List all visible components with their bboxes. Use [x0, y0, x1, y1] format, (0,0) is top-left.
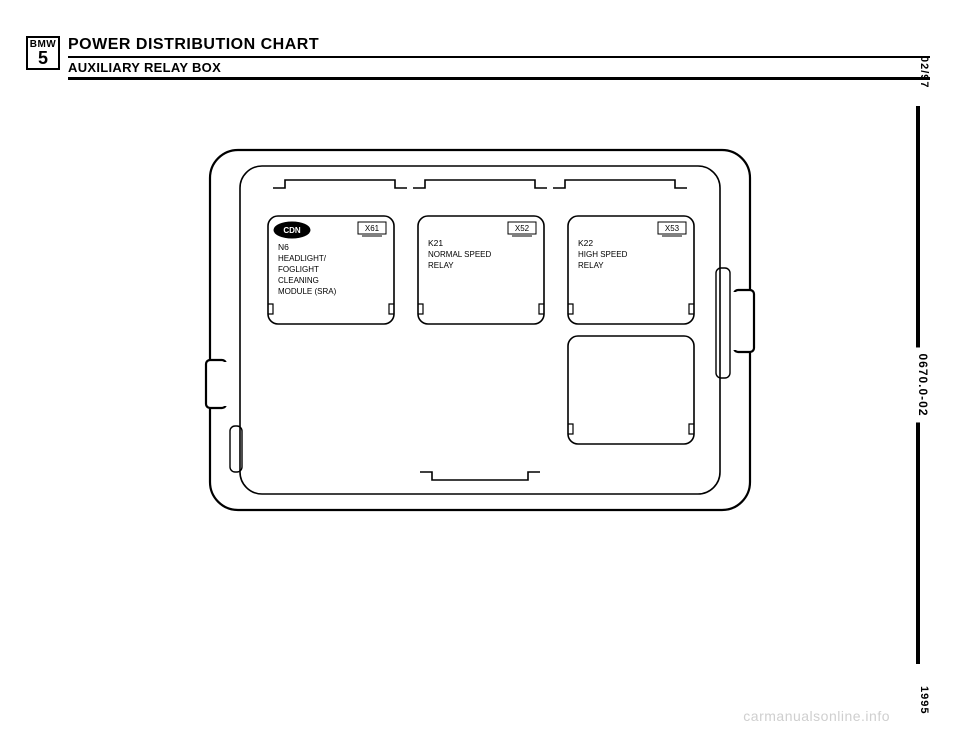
svg-text:CLEANING: CLEANING: [278, 276, 319, 285]
doc-date-label: 02/97: [918, 56, 930, 89]
svg-text:X52: X52: [515, 224, 530, 233]
relay-box-diagram: X61 CDN N6 HEADLIGHT/FOGLIGHT CLEANING MODULE…: [200, 140, 760, 520]
doc-code-label: 0670.0-02: [916, 347, 930, 422]
doc-year-label: 1995: [918, 686, 930, 714]
watermark-text: carmanualsonline.info: [743, 708, 890, 724]
svg-text:X61: X61: [365, 224, 380, 233]
page: BMW 5 POWER DISTRIBUTION CHART AUXILIARY…: [0, 0, 960, 744]
svg-text:K22: K22: [578, 238, 593, 248]
svg-text:HEADLIGHT/: HEADLIGHT/: [278, 254, 327, 263]
svg-text:RELAY: RELAY: [578, 261, 604, 270]
svg-text:MODULE (SRA): MODULE (SRA): [278, 287, 337, 296]
svg-text:RELAY: RELAY: [428, 261, 454, 270]
logo-bottom-text: 5: [38, 49, 48, 67]
side-annotations: 02/97 0670.0-02 1995: [910, 56, 930, 714]
header-titles: POWER DISTRIBUTION CHART AUXILIARY RELAY…: [68, 36, 930, 80]
svg-text:N6: N6: [278, 242, 289, 252]
svg-text:CDN: CDN: [283, 226, 301, 235]
svg-text:NORMAL SPEED: NORMAL SPEED: [428, 250, 491, 259]
bmw-logo-box: BMW 5: [26, 36, 60, 70]
svg-text:FOGLIGHT: FOGLIGHT: [278, 265, 319, 274]
page-title: POWER DISTRIBUTION CHART: [68, 36, 930, 58]
page-subtitle: AUXILIARY RELAY BOX: [68, 58, 930, 80]
svg-text:X53: X53: [665, 224, 680, 233]
svg-text:K21: K21: [428, 238, 443, 248]
relay-box-svg: X61 CDN N6 HEADLIGHT/FOGLIGHT CLEANING MODULE…: [200, 140, 760, 520]
page-header: BMW 5 POWER DISTRIBUTION CHART AUXILIARY…: [26, 36, 930, 80]
svg-text:HIGH SPEED: HIGH SPEED: [578, 250, 628, 259]
